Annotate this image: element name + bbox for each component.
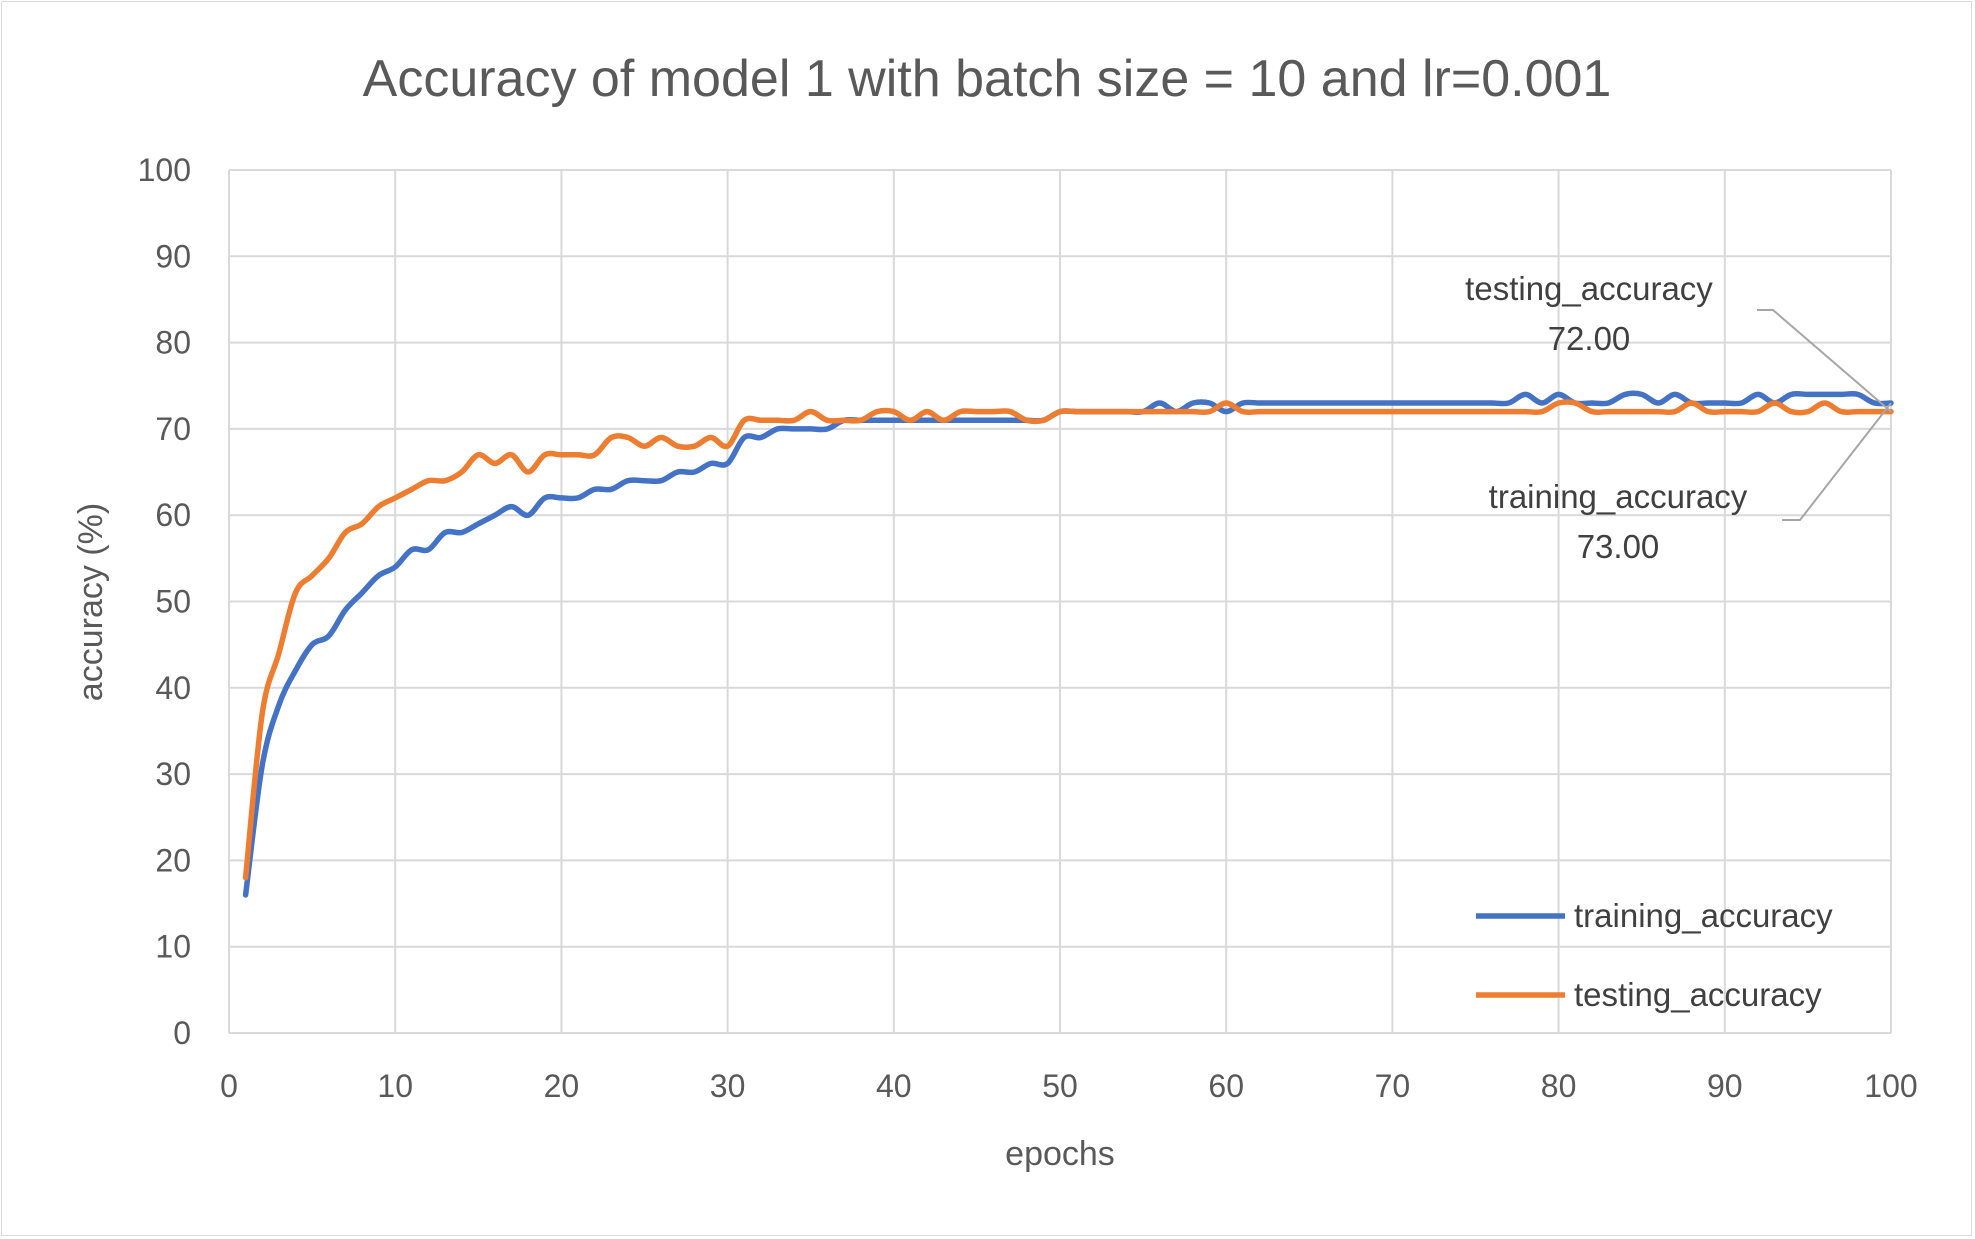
x-tick-label: 100 (1864, 1068, 1917, 1104)
x-tick-label: 80 (1541, 1068, 1577, 1104)
y-tick-label: 90 (155, 238, 191, 274)
annotation-leader-line (1782, 402, 1892, 521)
x-tick-label: 50 (1042, 1068, 1078, 1104)
y-tick-label: 20 (155, 842, 191, 878)
annotation-series-name: training_accuracy (1489, 478, 1748, 515)
legend-item-testing-accuracy: testing_accuracy (1476, 976, 1822, 1013)
y-tick-label: 60 (155, 497, 191, 533)
legend-label: training_accuracy (1574, 897, 1833, 934)
x-tick-label: 20 (544, 1068, 580, 1104)
y-tick-label: 30 (155, 756, 191, 792)
y-tick-label: 0 (173, 1015, 191, 1051)
x-tick-label: 60 (1208, 1068, 1244, 1104)
annotation-value: 72.00 (1548, 320, 1631, 357)
y-tick-label: 80 (155, 325, 191, 361)
legend-item-training-accuracy: training_accuracy (1476, 897, 1833, 934)
annotation-value: 73.00 (1577, 528, 1660, 565)
annotation-leader-line (1757, 309, 1892, 413)
y-axis-label: accuracy (%) (72, 503, 110, 701)
legend: training_accuracy testing_accuracy (1476, 897, 1833, 1013)
x-axis-label: epochs (1005, 1135, 1115, 1173)
x-tick-label: 70 (1375, 1068, 1411, 1104)
y-tick-label: 50 (155, 584, 191, 620)
x-tick-label: 10 (377, 1068, 413, 1104)
x-tick-label: 40 (876, 1068, 912, 1104)
x-axis-ticks: 0 10 20 30 40 50 60 70 80 90 100 (220, 1068, 1918, 1104)
x-tick-label: 90 (1707, 1068, 1743, 1104)
y-tick-label: 10 (155, 929, 191, 965)
x-tick-label: 0 (220, 1068, 238, 1104)
chart-title: Accuracy of model 1 with batch size = 10… (363, 50, 1612, 108)
y-axis-ticks: 0 10 20 30 40 50 60 70 80 90 100 (138, 152, 191, 1051)
series-line-training-accuracy (242, 390, 1894, 898)
legend-label: testing_accuracy (1574, 976, 1822, 1013)
grid (228, 169, 1892, 1034)
series-lines (242, 390, 1894, 898)
y-tick-label: 100 (138, 152, 191, 188)
y-tick-label: 40 (155, 670, 191, 706)
x-tick-label: 30 (710, 1068, 746, 1104)
data-label-annotations: testing_accuracy 72.00 training_accuracy 73… (1465, 270, 1892, 565)
y-tick-label: 70 (155, 411, 191, 447)
annotation-series-name: testing_accuracy (1465, 270, 1713, 307)
series-line-testing-accuracy (242, 399, 1894, 881)
